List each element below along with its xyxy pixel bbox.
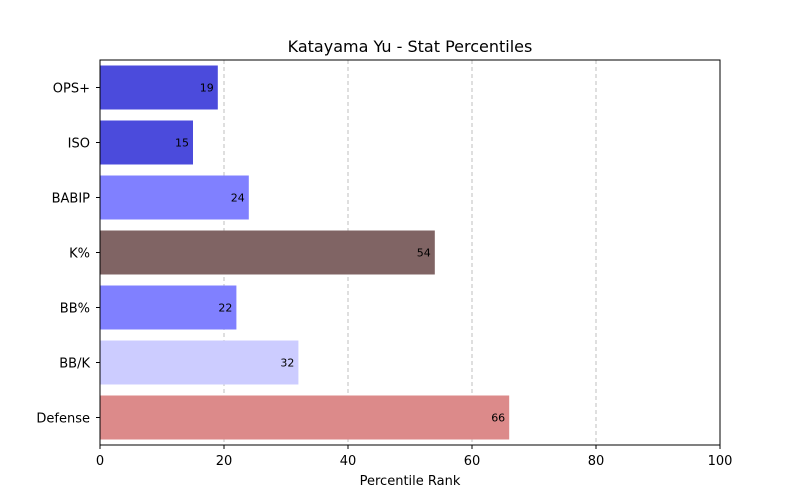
x-axis-ticks: 0 20 40 60 80 100 [96,445,733,469]
y-tick-label: Defense [36,412,90,427]
y-tick-label: BB/K [59,357,90,372]
y-tick-label: K% [69,247,90,262]
data-label: 66 [491,412,505,425]
bar-k- [100,230,435,275]
x-tick-label: 20 [216,454,233,469]
x-tick-label: 80 [588,454,605,469]
x-tick-label: 0 [96,454,104,469]
data-label: 15 [175,137,189,150]
data-label: 22 [218,302,232,315]
x-tick-label: 40 [340,454,357,469]
data-label: 54 [417,247,431,260]
bar-ops- [100,65,218,110]
data-labels: 19 15 24 54 22 32 66 [175,82,505,425]
bars [100,65,510,440]
y-tick-label: BB% [60,302,90,317]
bar-babip [100,175,249,220]
y-tick-label: ISO [68,137,90,152]
data-label: 32 [280,357,294,370]
data-label: 19 [200,82,214,95]
chart-title: Katayama Yu - Stat Percentiles [288,37,533,56]
x-tick-label: 100 [708,454,733,469]
x-axis-label: Percentile Rank [360,474,461,489]
bar-defense [100,395,510,440]
bar-iso [100,120,193,165]
data-label: 24 [231,192,245,205]
bar-bb-k [100,340,299,385]
y-tick-label: BABIP [52,192,91,207]
y-axis-ticks: OPS+ ISO BABIP K% BB% BB/K Defense [36,82,100,427]
x-tick-label: 60 [464,454,481,469]
bar-bb- [100,285,237,330]
y-tick-label: OPS+ [53,82,90,97]
